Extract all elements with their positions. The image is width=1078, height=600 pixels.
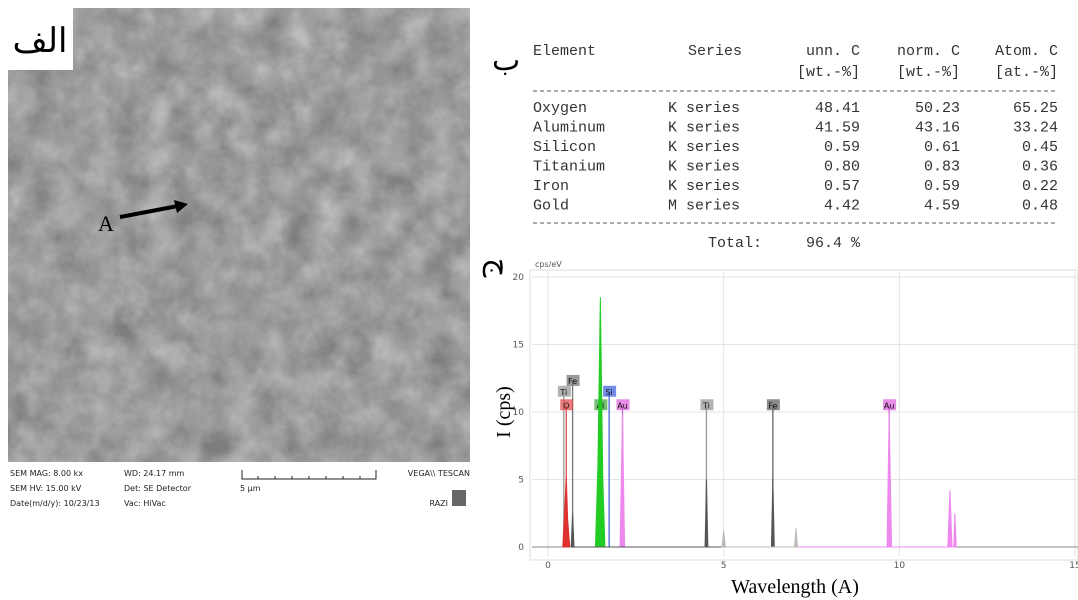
sem-info: Date(m/d/y): 10/23/13 — [10, 499, 100, 508]
table-cell: Oxygen — [533, 100, 587, 117]
table-cell: 4.59 — [924, 198, 960, 215]
table-cell: K series — [668, 139, 740, 156]
element-label: Au — [617, 401, 628, 410]
sem-info: WD: 24.17 mm — [124, 469, 185, 478]
y-tick-label: 10 — [513, 408, 525, 418]
y-tick-label: 5 — [518, 476, 524, 486]
table-cell: K series — [668, 100, 740, 117]
sem-info: SEM HV: 15.00 kV — [10, 484, 82, 493]
sem-info: 5 µm — [240, 484, 261, 493]
table-cell: 43.16 — [915, 120, 960, 137]
sem-info: VEGA\\ TESCAN — [408, 469, 470, 478]
sem-info: SEM MAG: 8.00 kx — [10, 469, 83, 478]
spectrum-peak — [562, 476, 571, 548]
element-tag — [883, 399, 897, 411]
x-tick-label: 0 — [545, 561, 551, 571]
spectrum-peak — [570, 478, 775, 548]
x-axis-title: Wavelength (A) — [731, 576, 859, 598]
panel-label-box — [8, 8, 73, 70]
column-unit: [at.-%] — [995, 64, 1058, 81]
element-tag — [603, 385, 617, 397]
column-header: Series — [688, 43, 742, 60]
column-header: Atom. C — [995, 43, 1058, 60]
table-cell: 0.59 — [924, 178, 960, 195]
column-unit: [wt.-%] — [797, 64, 860, 81]
y-axis-title: I (cps) — [493, 386, 515, 438]
scale-bar — [241, 470, 377, 480]
table-cell: 33.24 — [1013, 120, 1058, 137]
y-tick-label: 15 — [513, 341, 524, 351]
element-label: Fe — [568, 377, 577, 386]
element-label: Fe — [768, 401, 777, 410]
table-cell: Iron — [533, 178, 569, 195]
sem-texture — [8, 8, 470, 462]
table-cell: 0.83 — [924, 159, 960, 176]
table-cell: 0.59 — [824, 139, 860, 156]
table-cell: K series — [668, 120, 740, 137]
element-label: Si — [605, 388, 612, 397]
table-cell: Gold — [533, 198, 569, 215]
column-header: Element — [533, 43, 596, 60]
x-tick-label: 10 — [894, 561, 906, 571]
y-tick-label: 20 — [513, 273, 525, 283]
table-cell: Aluminum — [533, 120, 605, 137]
panel-label: ج — [482, 258, 516, 278]
element-tag — [557, 385, 571, 397]
logo — [452, 490, 466, 506]
element-label: Ti — [559, 388, 567, 397]
total-value: 96.4 % — [806, 235, 861, 252]
column-unit: [wt.-%] — [897, 64, 960, 81]
table-cell: 0.45 — [1022, 139, 1058, 156]
column-header: norm. C — [897, 43, 960, 60]
sem-info: Det: SE Detector — [124, 484, 192, 493]
table-cell: K series — [668, 178, 740, 195]
total-label: Total: — [708, 235, 762, 252]
y-tick-label: 0 — [518, 543, 524, 553]
table-cell: Titanium — [533, 159, 605, 176]
table-cell: M series — [668, 198, 740, 215]
table-cell: 0.61 — [924, 139, 960, 156]
table-cell: 0.22 — [1022, 178, 1058, 195]
arrow — [119, 204, 179, 219]
sem-info: RAZI — [429, 499, 448, 508]
plot-area — [529, 269, 1078, 561]
x-tick-label: 15 — [1069, 561, 1078, 571]
table-cell: 4.42 — [824, 198, 860, 215]
element-label: Au — [884, 401, 895, 410]
table-cell: 50.23 — [915, 100, 960, 117]
panel-label: الف — [12, 23, 67, 60]
element-label: Ti — [702, 401, 710, 410]
x-tick-label: 5 — [721, 561, 727, 571]
panel-label: ب — [492, 44, 520, 77]
element-tag — [566, 374, 580, 386]
table-cell: 65.25 — [1013, 100, 1058, 117]
y-unit: cps/eV — [535, 260, 562, 269]
table-cell: 41.59 — [815, 120, 860, 137]
arrow-head — [174, 200, 188, 213]
spectrum-peak — [721, 528, 798, 548]
column-header: unn. C — [806, 43, 860, 60]
table-cell: 48.41 — [815, 100, 860, 117]
element-label: O — [563, 401, 569, 410]
table-cell: 0.57 — [824, 178, 860, 195]
element-tag — [560, 399, 574, 411]
element-tag — [700, 399, 714, 411]
sem-info: Vac: HiVac — [124, 499, 166, 508]
point-marker: A — [98, 211, 114, 236]
table-cell: K series — [668, 159, 740, 176]
table-cell: 0.36 — [1022, 159, 1058, 176]
table-cell: 0.48 — [1022, 198, 1058, 215]
element-tag — [766, 399, 780, 411]
table-cell: 0.80 — [824, 159, 860, 176]
table-cell: Silicon — [533, 139, 596, 156]
element-tag — [616, 399, 630, 411]
